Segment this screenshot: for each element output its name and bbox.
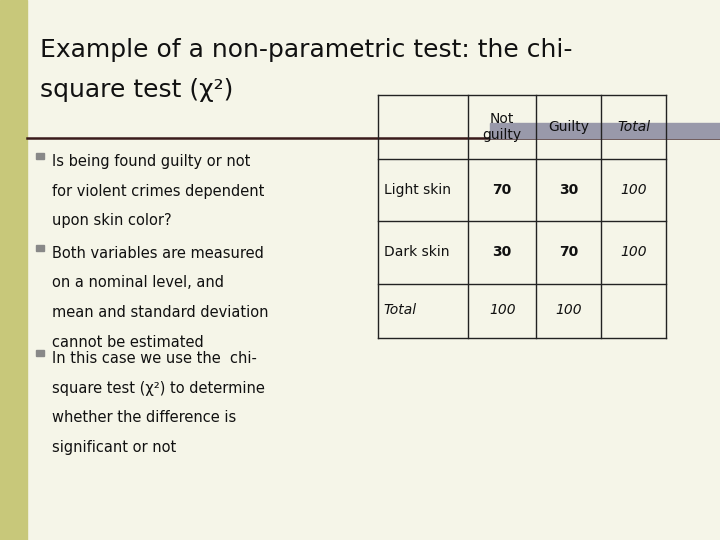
- Text: Guilty: Guilty: [549, 120, 589, 134]
- Text: Dark skin: Dark skin: [384, 246, 449, 259]
- Text: Is being found guilty or not: Is being found guilty or not: [52, 154, 251, 169]
- Text: Light skin: Light skin: [384, 184, 451, 197]
- Text: Both variables are measured: Both variables are measured: [52, 246, 264, 261]
- Text: 100: 100: [621, 184, 647, 197]
- Text: on a nominal level, and: on a nominal level, and: [52, 275, 224, 291]
- Bar: [36, 245, 44, 251]
- Text: 100: 100: [489, 303, 516, 318]
- Text: Total: Total: [384, 303, 417, 318]
- Text: 30: 30: [492, 246, 512, 259]
- Text: Not
guilty: Not guilty: [482, 112, 522, 142]
- Text: 100: 100: [556, 303, 582, 318]
- Bar: [490, 123, 720, 138]
- Text: square test (χ²): square test (χ²): [40, 78, 233, 102]
- Text: significant or not: significant or not: [52, 440, 176, 455]
- Bar: [36, 350, 44, 356]
- Text: whether the difference is: whether the difference is: [52, 410, 236, 426]
- Text: 70: 70: [559, 246, 578, 259]
- Text: Example of a non-parametric test: the chi-: Example of a non-parametric test: the ch…: [40, 38, 572, 62]
- Text: cannot be estimated: cannot be estimated: [52, 335, 204, 350]
- Text: 30: 30: [559, 184, 578, 197]
- Text: square test (χ²) to determine: square test (χ²) to determine: [52, 381, 265, 396]
- Text: 100: 100: [621, 246, 647, 259]
- Bar: [36, 153, 44, 159]
- Text: In this case we use the  chi-: In this case we use the chi-: [52, 351, 257, 366]
- Text: for violent crimes dependent: for violent crimes dependent: [52, 184, 264, 199]
- Text: upon skin color?: upon skin color?: [52, 213, 171, 228]
- Text: Total: Total: [617, 120, 650, 134]
- Text: mean and standard deviation: mean and standard deviation: [52, 305, 269, 320]
- Bar: [0, 0, 27, 540]
- Text: 70: 70: [492, 184, 512, 197]
